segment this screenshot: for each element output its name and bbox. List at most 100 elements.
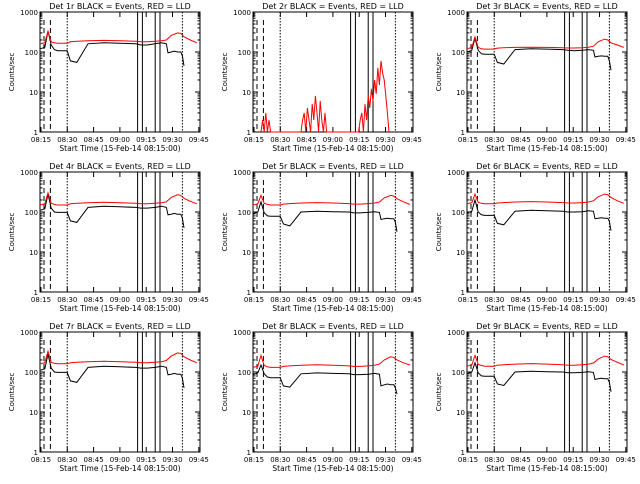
x-tick-label: 09:45 (616, 456, 636, 464)
y-axis-label: Counts/sec (221, 373, 229, 412)
x-tick-label: 09:45 (402, 136, 422, 144)
y-tick-label: 1000 (20, 169, 38, 177)
x-tick-label: 09:00 (537, 456, 557, 464)
x-tick-label: 09:30 (375, 136, 395, 144)
events-series-line (39, 31, 185, 66)
y-tick-label: 1 (247, 289, 251, 297)
x-tick-label: 08:30 (484, 296, 504, 304)
x-tick-label: 08:30 (270, 456, 290, 464)
x-tick-label: 09:30 (375, 456, 395, 464)
lld-series-line (260, 60, 390, 133)
x-tick-label: 08:45 (84, 456, 104, 464)
x-tick-label: 08:45 (84, 136, 104, 144)
x-tick-label: 09:00 (537, 296, 557, 304)
y-tick-label: 1000 (447, 329, 465, 337)
x-tick-label: 09:45 (616, 296, 636, 304)
plot-frame (252, 331, 414, 453)
events-series-line (466, 361, 612, 392)
x-axis-label: Start Time (15-Feb-14 08:15:00) (272, 144, 393, 153)
x-tick-label: 09:15 (349, 136, 369, 144)
y-tick-label: 10 (29, 409, 38, 417)
x-axis-label: Start Time (15-Feb-14 08:15:00) (486, 304, 607, 313)
x-tick-label: 09:30 (162, 136, 182, 144)
x-axis-label: Start Time (15-Feb-14 08:15:00) (59, 464, 180, 473)
y-tick-label: 1000 (20, 329, 38, 337)
x-tick-label: 08:45 (511, 296, 531, 304)
plot-frame (39, 331, 201, 453)
y-tick-label: 1 (34, 289, 38, 297)
y-tick-label: 1000 (233, 329, 251, 337)
x-tick-label: 08:45 (511, 456, 531, 464)
lld-series-line (466, 35, 624, 50)
x-tick-label: 09:00 (323, 296, 343, 304)
y-tick-label: 1000 (447, 9, 465, 17)
x-tick-label: 09:15 (349, 296, 369, 304)
events-series-line (466, 198, 612, 231)
x-tick-label: 09:45 (189, 136, 209, 144)
y-axis-label: Counts/sec (435, 373, 443, 412)
panel-title: Det 5r BLACK = Events, RED = LLD (262, 162, 404, 171)
y-tick-label: 100 (452, 209, 465, 217)
x-tick-label: 09:45 (189, 296, 209, 304)
detector-panel: Det 9r BLACK = Events, RED = LLD Counts/s… (435, 322, 636, 473)
y-tick-label: 1000 (20, 9, 38, 17)
x-tick-label: 08:15 (31, 296, 51, 304)
x-tick-label: 08:15 (244, 136, 264, 144)
panel-title: Det 2r BLACK = Events, RED = LLD (262, 2, 404, 11)
x-axis-label: Start Time (15-Feb-14 08:15:00) (59, 304, 180, 313)
x-tick-label: 08:15 (458, 456, 478, 464)
panel-title: Det 3r BLACK = Events, RED = LLD (476, 2, 618, 11)
y-tick-label: 100 (238, 369, 251, 377)
x-tick-label: 09:45 (402, 296, 422, 304)
lld-series-line (39, 29, 198, 45)
y-tick-label: 1 (461, 129, 465, 137)
x-tick-label: 09:00 (323, 456, 343, 464)
x-tick-label: 09:00 (110, 136, 130, 144)
x-tick-label: 09:45 (402, 456, 422, 464)
x-tick-label: 08:30 (270, 136, 290, 144)
lld-series-line (252, 194, 410, 206)
detector-panel: Det 3r BLACK = Events, RED = LLD Counts/s… (435, 2, 636, 153)
y-tick-label: 100 (25, 369, 38, 377)
y-tick-label: 10 (29, 249, 38, 257)
y-tick-label: 1000 (233, 169, 251, 177)
lld-series-line (39, 191, 197, 206)
y-tick-label: 1000 (447, 169, 465, 177)
events-series-line (466, 36, 612, 71)
y-tick-label: 10 (242, 409, 251, 417)
x-axis-label: Start Time (15-Feb-14 08:15:00) (486, 144, 607, 153)
x-tick-label: 09:30 (162, 456, 182, 464)
detector-panel: Det 4r BLACK = Events, RED = LLD Counts/s… (8, 162, 209, 313)
detector-panel: Det 2r BLACK = Events, RED = LLD Counts/s… (221, 2, 422, 153)
y-axis-label: Counts/sec (8, 373, 16, 412)
x-tick-label: 08:30 (57, 136, 77, 144)
lld-series-line (39, 349, 198, 365)
events-series-line (252, 200, 398, 232)
panel-title: Det 6r BLACK = Events, RED = LLD (476, 162, 618, 171)
lld-series-line (252, 353, 410, 368)
y-axis-label: Counts/sec (8, 213, 16, 252)
x-tick-label: 09:15 (349, 456, 369, 464)
x-tick-label: 09:45 (616, 136, 636, 144)
y-tick-label: 100 (452, 49, 465, 57)
y-tick-label: 10 (456, 249, 465, 257)
x-tick-label: 08:30 (270, 296, 290, 304)
y-tick-label: 1 (247, 449, 251, 457)
x-tick-label: 08:15 (458, 136, 478, 144)
x-tick-label: 09:15 (136, 296, 156, 304)
detector-panel: Det 6r BLACK = Events, RED = LLD Counts/s… (435, 162, 636, 313)
x-tick-label: 09:15 (136, 136, 156, 144)
panel-title: Det 7r BLACK = Events, RED = LLD (49, 322, 191, 331)
y-axis-label: Counts/sec (435, 213, 443, 252)
x-axis-label: Start Time (15-Feb-14 08:15:00) (272, 464, 393, 473)
plot-frame (466, 171, 628, 293)
y-tick-label: 100 (238, 209, 251, 217)
y-tick-label: 10 (242, 249, 251, 257)
x-tick-label: 09:45 (189, 456, 209, 464)
plot-frame (252, 171, 414, 293)
detector-panel: Det 8r BLACK = Events, RED = LLD Counts/s… (221, 322, 422, 473)
x-tick-label: 08:15 (31, 136, 51, 144)
x-axis-label: Start Time (15-Feb-14 08:15:00) (59, 144, 180, 153)
